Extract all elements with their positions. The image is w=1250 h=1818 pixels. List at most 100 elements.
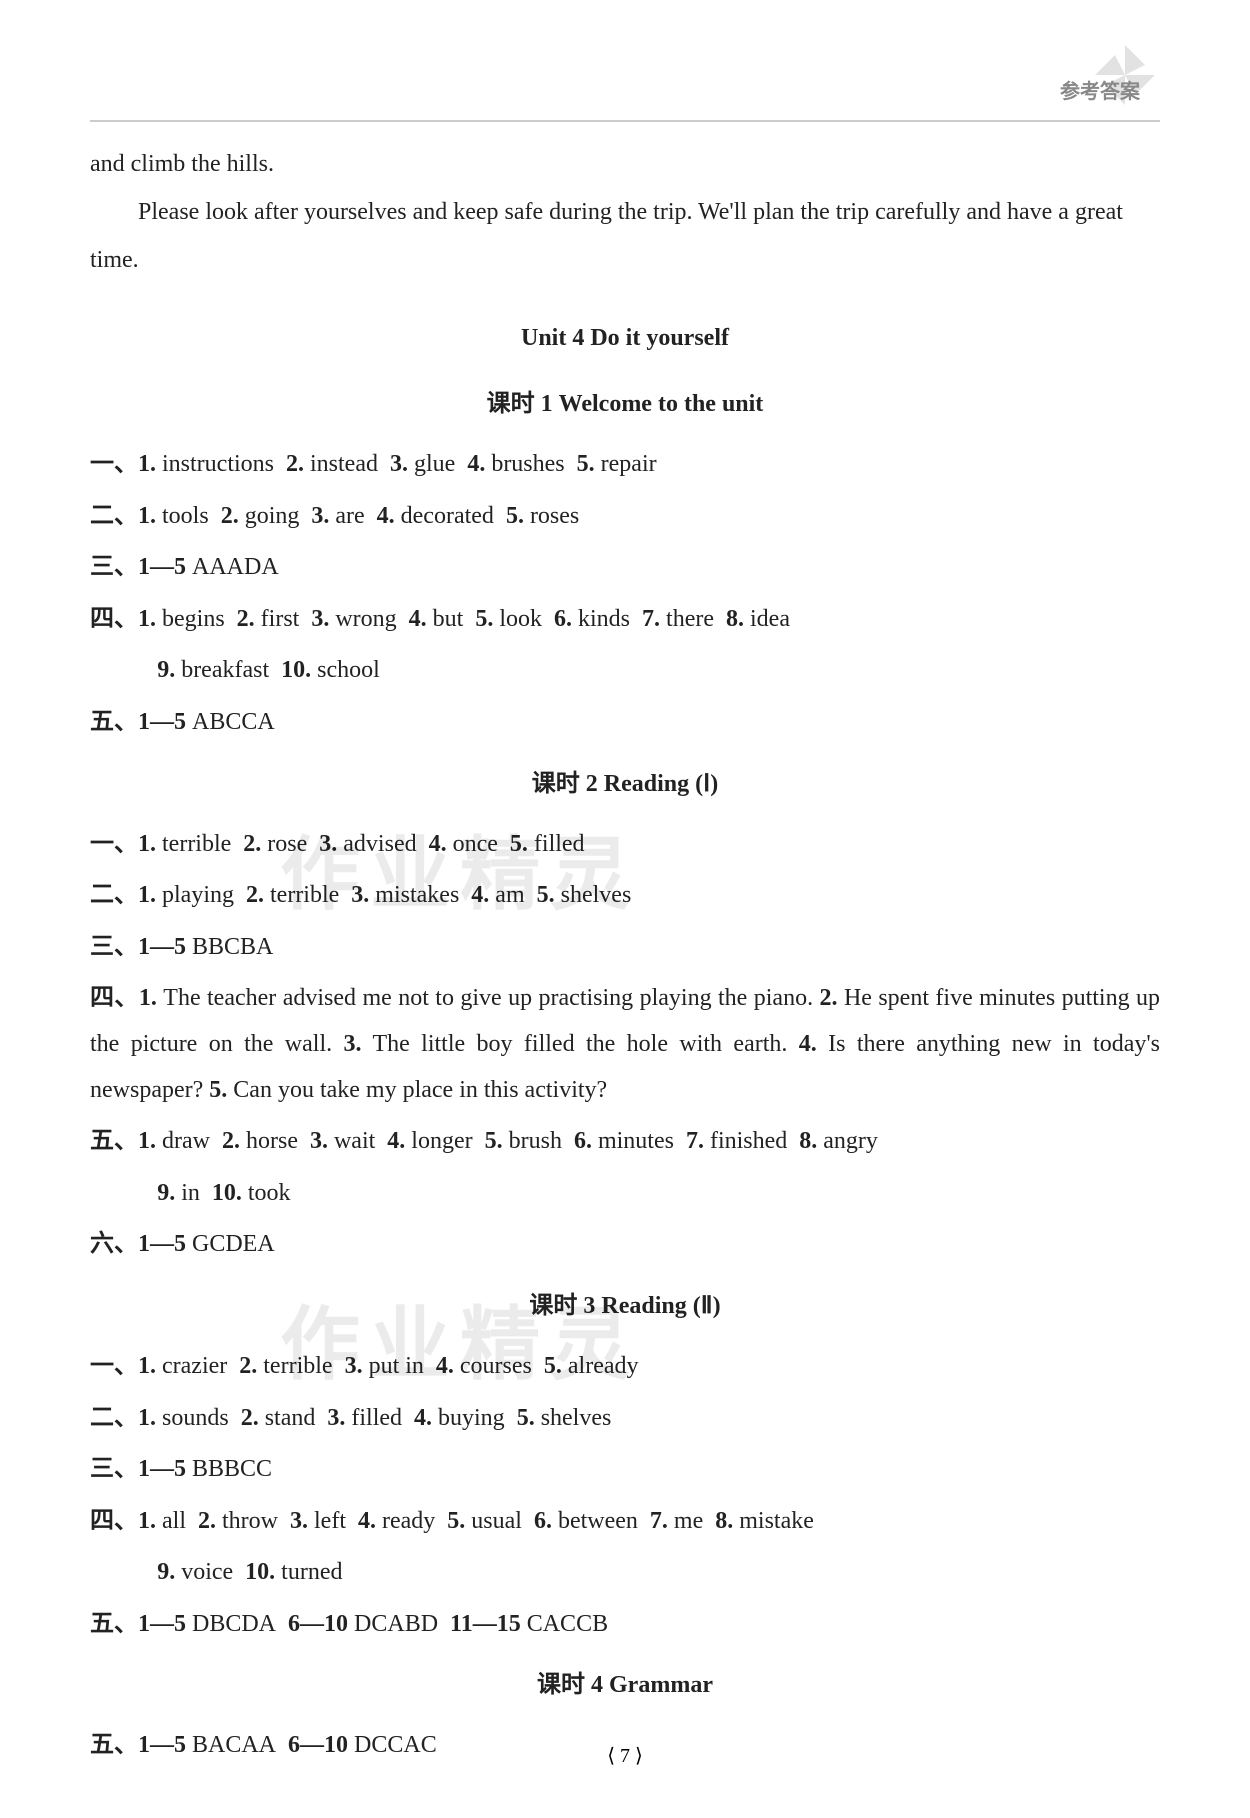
section-label: 一、 bbox=[90, 1353, 138, 1379]
section-label: 五、 bbox=[90, 1128, 138, 1154]
sections-container: 课时 1 Welcome to the unit一、1. instruction… bbox=[90, 380, 1160, 1769]
answer-item: 10. turned bbox=[245, 1559, 342, 1585]
answer-item: 3. filled bbox=[327, 1405, 402, 1431]
answer-row: 四、1. all 2. throw 3. left 4. ready 5. us… bbox=[90, 1499, 1160, 1545]
answer-item: 3. glue bbox=[390, 451, 455, 477]
section-title: 课时 4 Grammar bbox=[90, 1661, 1160, 1709]
answer-item: 2. rose bbox=[243, 831, 307, 857]
unit-heading: Unit 4 Do it yourself bbox=[90, 314, 1160, 362]
answer-item: 1—5 BBBCC bbox=[138, 1456, 272, 1482]
answer-item: 3. put in bbox=[345, 1353, 424, 1379]
answer-item: 6—10 DCCAC bbox=[288, 1732, 437, 1758]
answer-item: 8. angry bbox=[799, 1128, 878, 1154]
answer-item: 2. instead bbox=[286, 451, 378, 477]
answer-item: 3. wait bbox=[310, 1128, 375, 1154]
answer-row: 五、1. draw 2. horse 3. wait 4. longer 5. … bbox=[90, 1119, 1160, 1165]
answer-item: 1—5 GCDEA bbox=[138, 1231, 275, 1257]
answer-item: 5. usual bbox=[447, 1508, 522, 1534]
answer-item: 3. advised bbox=[319, 831, 416, 857]
answer-item: 2. horse bbox=[222, 1128, 298, 1154]
page-number: 7 bbox=[607, 1743, 643, 1768]
answer-item: 5. filled bbox=[510, 831, 585, 857]
answer-item: 1—5 BBCBA bbox=[138, 934, 273, 960]
section-label: 五、 bbox=[90, 1732, 138, 1758]
section-title: 课时 3 Reading (Ⅱ) bbox=[90, 1282, 1160, 1330]
answer-row: 三、1—5 AAADA bbox=[90, 545, 1160, 591]
section-label: 三、 bbox=[90, 1456, 138, 1482]
answer-row: 五、1—5 DBCDA 6—10 DCABD 11—15 CACCB bbox=[90, 1602, 1160, 1648]
answer-item: 7. there bbox=[642, 606, 714, 632]
answer-row: 三、1—5 BBCBA bbox=[90, 925, 1160, 971]
answer-item: 5. repair bbox=[577, 451, 657, 477]
answer-item: 4. buying bbox=[414, 1405, 505, 1431]
answer-item: 10. school bbox=[281, 657, 380, 683]
answer-text: 1. The teacher advised me not to give up… bbox=[90, 985, 1160, 1102]
answer-row-continued: 9. voice 10. turned bbox=[90, 1550, 1160, 1596]
answer-item: 8. idea bbox=[726, 606, 790, 632]
answer-item: 1. tools bbox=[138, 503, 209, 529]
answer-row: 四、1. begins 2. first 3. wrong 4. but 5. … bbox=[90, 597, 1160, 643]
intro-line-1: and climb the hills. bbox=[90, 140, 1160, 188]
section-label: 四、 bbox=[90, 1508, 138, 1534]
answer-row: 五、1—5 ABCCA bbox=[90, 700, 1160, 746]
answer-item: 7. finished bbox=[686, 1128, 787, 1154]
answer-item: 9. breakfast bbox=[157, 657, 269, 683]
answer-item: 1. instructions bbox=[138, 451, 274, 477]
section-label: 二、 bbox=[90, 882, 138, 908]
answer-item: 1—5 AAADA bbox=[138, 554, 279, 580]
header-label: 参考答案 bbox=[1060, 75, 1140, 104]
section-title: 课时 1 Welcome to the unit bbox=[90, 380, 1160, 428]
answer-item: 11—15 CACCB bbox=[450, 1611, 608, 1637]
answer-row-continued: 9. in 10. took bbox=[90, 1171, 1160, 1217]
answer-item: 1. begins bbox=[138, 606, 225, 632]
section-title: 课时 2 Reading (Ⅰ) bbox=[90, 760, 1160, 808]
answer-item: 6. kinds bbox=[554, 606, 630, 632]
answer-item: 2. going bbox=[221, 503, 300, 529]
section-label: 五、 bbox=[90, 709, 138, 735]
answer-item: 1. terrible bbox=[138, 831, 231, 857]
answer-item: 5. shelves bbox=[517, 1405, 612, 1431]
answer-item: 2. terrible bbox=[246, 882, 339, 908]
answer-item: 1. all bbox=[138, 1508, 186, 1534]
section-label: 一、 bbox=[90, 451, 138, 477]
answer-row: 二、1. playing 2. terrible 3. mistakes 4. … bbox=[90, 873, 1160, 919]
answer-item: 4. brushes bbox=[467, 451, 564, 477]
answer-item: 1. sounds bbox=[138, 1405, 229, 1431]
answer-item: 4. longer bbox=[387, 1128, 472, 1154]
answer-item: 1. draw bbox=[138, 1128, 210, 1154]
section-label: 三、 bbox=[90, 554, 138, 580]
answer-item: 4. decorated bbox=[377, 503, 494, 529]
section-label: 六、 bbox=[90, 1231, 138, 1257]
answer-item: 3. mistakes bbox=[351, 882, 459, 908]
answer-item: 5. shelves bbox=[537, 882, 632, 908]
answer-item: 2. stand bbox=[241, 1405, 316, 1431]
answer-item: 8. mistake bbox=[715, 1508, 814, 1534]
answer-item: 3. are bbox=[311, 503, 364, 529]
answer-row: 四、1. The teacher advised me not to give … bbox=[90, 976, 1160, 1113]
answer-row: 一、1. crazier 2. terrible 3. put in 4. co… bbox=[90, 1344, 1160, 1390]
answer-item: 4. once bbox=[429, 831, 498, 857]
answer-item: 4. courses bbox=[436, 1353, 532, 1379]
answer-item: 6. minutes bbox=[574, 1128, 674, 1154]
answer-item: 5. already bbox=[544, 1353, 639, 1379]
answer-item: 2. terrible bbox=[239, 1353, 332, 1379]
answer-row: 三、1—5 BBBCC bbox=[90, 1447, 1160, 1493]
answer-item: 5. roses bbox=[506, 503, 579, 529]
page-content: and climb the hills. Please look after y… bbox=[90, 140, 1160, 1769]
answer-item: 4. am bbox=[471, 882, 524, 908]
section-label: 四、 bbox=[90, 985, 139, 1011]
answer-item: 10. took bbox=[212, 1180, 291, 1206]
section-label: 五、 bbox=[90, 1611, 138, 1637]
answer-item: 1—5 BACAA bbox=[138, 1732, 276, 1758]
answer-row: 一、1. terrible 2. rose 3. advised 4. once… bbox=[90, 822, 1160, 868]
header-divider bbox=[90, 120, 1160, 122]
answer-item: 2. first bbox=[237, 606, 300, 632]
answer-row-continued: 9. breakfast 10. school bbox=[90, 648, 1160, 694]
section-label: 三、 bbox=[90, 934, 138, 960]
answer-item: 5. brush bbox=[485, 1128, 562, 1154]
answer-item: 9. voice bbox=[157, 1559, 233, 1585]
answer-item: 1. playing bbox=[138, 882, 234, 908]
answer-item: 1—5 DBCDA bbox=[138, 1611, 276, 1637]
answer-item: 3. wrong bbox=[311, 606, 396, 632]
answer-item: 1. crazier bbox=[138, 1353, 227, 1379]
